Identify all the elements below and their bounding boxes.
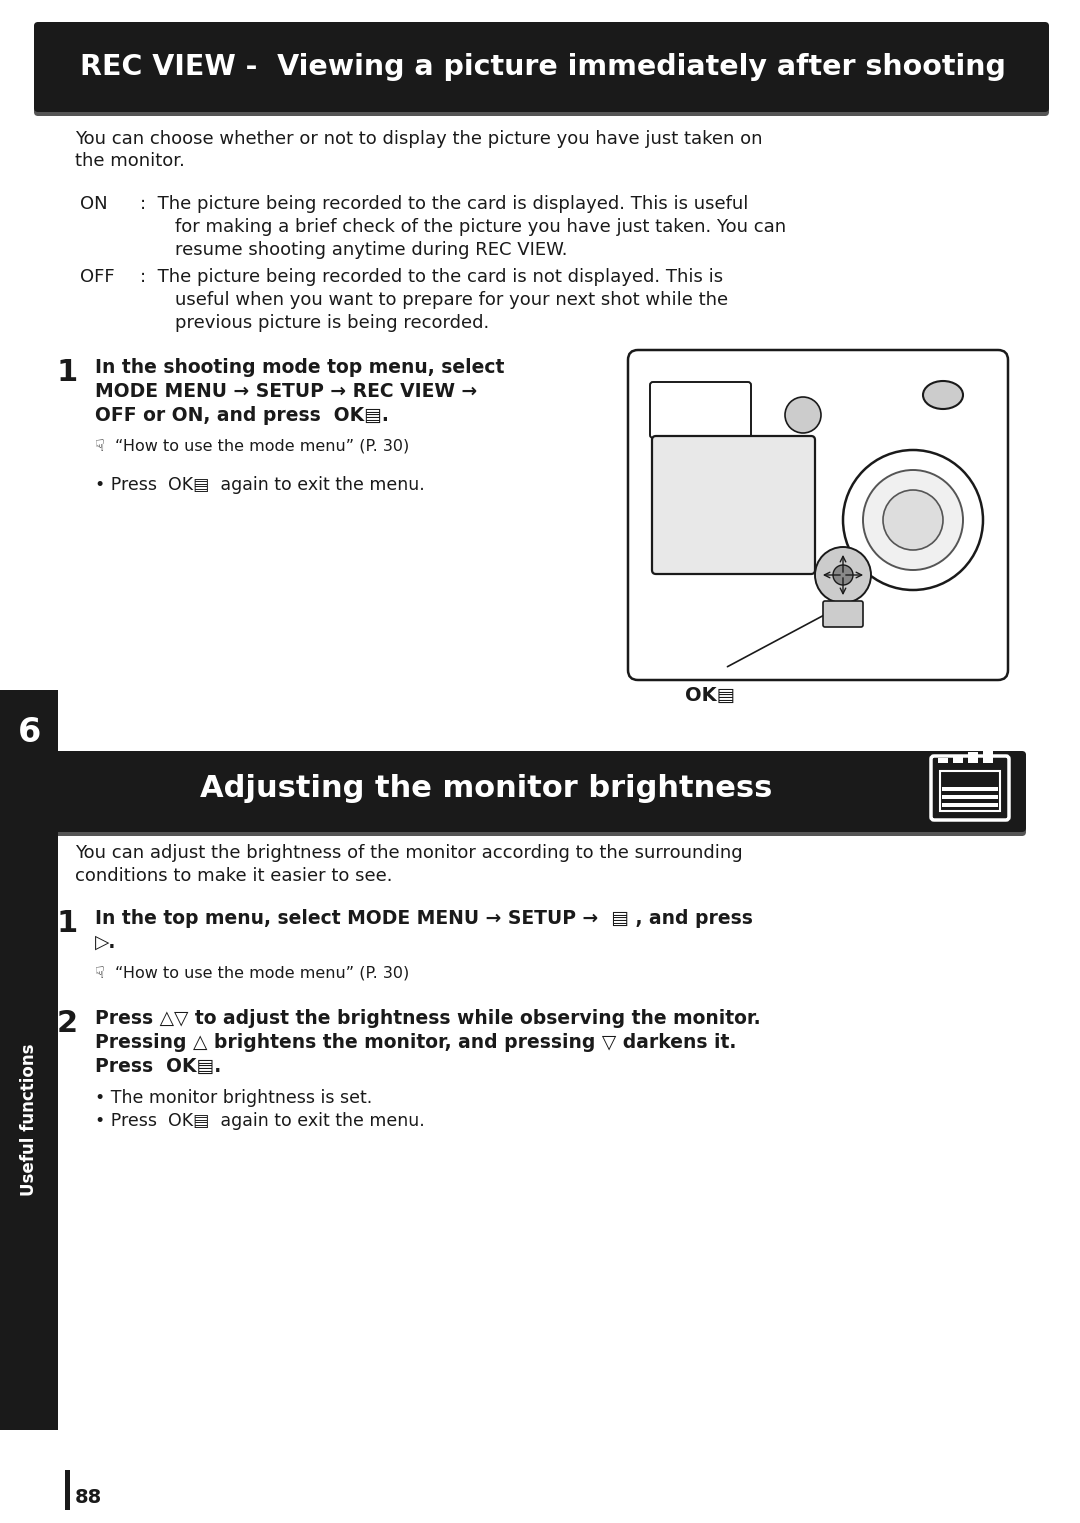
Text: Press  OK▤.: Press OK▤. bbox=[95, 1057, 221, 1077]
Text: useful when you want to prepare for your next shot while the: useful when you want to prepare for your… bbox=[175, 291, 728, 309]
FancyBboxPatch shape bbox=[33, 23, 1049, 116]
Bar bbox=[940, 771, 1000, 812]
Text: • Press  OK▤  again to exit the menu.: • Press OK▤ again to exit the menu. bbox=[95, 477, 424, 493]
Bar bbox=[942, 787, 998, 790]
Text: 2: 2 bbox=[57, 1010, 78, 1039]
Text: Adjusting the monitor brightness: Adjusting the monitor brightness bbox=[200, 774, 772, 803]
Text: In the top menu, select MODE MENU → SETUP →  ▤ , and press: In the top menu, select MODE MENU → SETU… bbox=[95, 909, 753, 928]
FancyBboxPatch shape bbox=[650, 382, 751, 439]
Circle shape bbox=[785, 398, 821, 433]
Text: :  The picture being recorded to the card is not displayed. This is: : The picture being recorded to the card… bbox=[140, 268, 724, 286]
Text: Useful functions: Useful functions bbox=[21, 1043, 38, 1196]
Text: 1: 1 bbox=[57, 909, 78, 938]
Bar bbox=[968, 752, 978, 763]
FancyBboxPatch shape bbox=[652, 436, 815, 574]
Circle shape bbox=[863, 471, 963, 570]
Text: You can choose whether or not to display the picture you have just taken on: You can choose whether or not to display… bbox=[75, 129, 762, 148]
Text: • Press  OK▤  again to exit the menu.: • Press OK▤ again to exit the menu. bbox=[95, 1112, 424, 1130]
Text: OFF or ON, and press  OK▤.: OFF or ON, and press OK▤. bbox=[95, 407, 389, 425]
Text: Press △▽ to adjust the brightness while observing the monitor.: Press △▽ to adjust the brightness while … bbox=[95, 1010, 760, 1028]
Text: :  The picture being recorded to the card is displayed. This is useful: : The picture being recorded to the card… bbox=[140, 195, 748, 213]
Text: the monitor.: the monitor. bbox=[75, 152, 185, 171]
Text: ☟  “How to use the mode menu” (P. 30): ☟ “How to use the mode menu” (P. 30) bbox=[95, 966, 409, 979]
FancyBboxPatch shape bbox=[54, 752, 1026, 836]
Bar bbox=[942, 795, 998, 800]
Text: OK▤: OK▤ bbox=[685, 685, 735, 705]
Bar bbox=[983, 749, 993, 763]
Text: ON: ON bbox=[80, 195, 108, 213]
Text: 1: 1 bbox=[57, 358, 78, 387]
Text: ☟  “How to use the mode menu” (P. 30): ☟ “How to use the mode menu” (P. 30) bbox=[95, 439, 409, 452]
Text: OFF: OFF bbox=[80, 268, 114, 286]
Text: MODE MENU → SETUP → REC VIEW →: MODE MENU → SETUP → REC VIEW → bbox=[95, 382, 477, 401]
Text: 88: 88 bbox=[75, 1488, 103, 1506]
FancyBboxPatch shape bbox=[33, 21, 1049, 113]
Text: In the shooting mode top menu, select: In the shooting mode top menu, select bbox=[95, 358, 504, 378]
FancyBboxPatch shape bbox=[627, 350, 1008, 679]
Text: resume shooting anytime during REC VIEW.: resume shooting anytime during REC VIEW. bbox=[175, 241, 567, 259]
FancyBboxPatch shape bbox=[823, 602, 863, 627]
Text: • The monitor brightness is set.: • The monitor brightness is set. bbox=[95, 1089, 373, 1107]
Text: conditions to make it easier to see.: conditions to make it easier to see. bbox=[75, 867, 392, 885]
Text: for making a brief check of the picture you have just taken. You can: for making a brief check of the picture … bbox=[175, 218, 786, 236]
Text: Pressing △ brightens the monitor, and pressing ▽ darkens it.: Pressing △ brightens the monitor, and pr… bbox=[95, 1033, 737, 1052]
Text: Arrow pad (△▽◁▷): Arrow pad (△▽◁▷) bbox=[645, 350, 786, 366]
Bar bbox=[939, 758, 948, 763]
Bar bbox=[953, 755, 963, 763]
Circle shape bbox=[833, 565, 853, 585]
Ellipse shape bbox=[923, 381, 963, 410]
Circle shape bbox=[815, 547, 870, 603]
Text: 6: 6 bbox=[17, 716, 41, 748]
Text: ▷.: ▷. bbox=[95, 934, 117, 952]
Text: REC VIEW -  Viewing a picture immediately after shooting: REC VIEW - Viewing a picture immediately… bbox=[80, 53, 1005, 81]
FancyBboxPatch shape bbox=[931, 755, 1009, 819]
Bar bbox=[65, 1470, 70, 1509]
FancyBboxPatch shape bbox=[54, 751, 1026, 832]
Bar bbox=[942, 803, 998, 807]
Circle shape bbox=[843, 449, 983, 589]
Text: You can adjust the brightness of the monitor according to the surrounding: You can adjust the brightness of the mon… bbox=[75, 844, 743, 862]
Bar bbox=[0, 690, 58, 1430]
Circle shape bbox=[883, 490, 943, 550]
Text: previous picture is being recorded.: previous picture is being recorded. bbox=[175, 314, 489, 332]
